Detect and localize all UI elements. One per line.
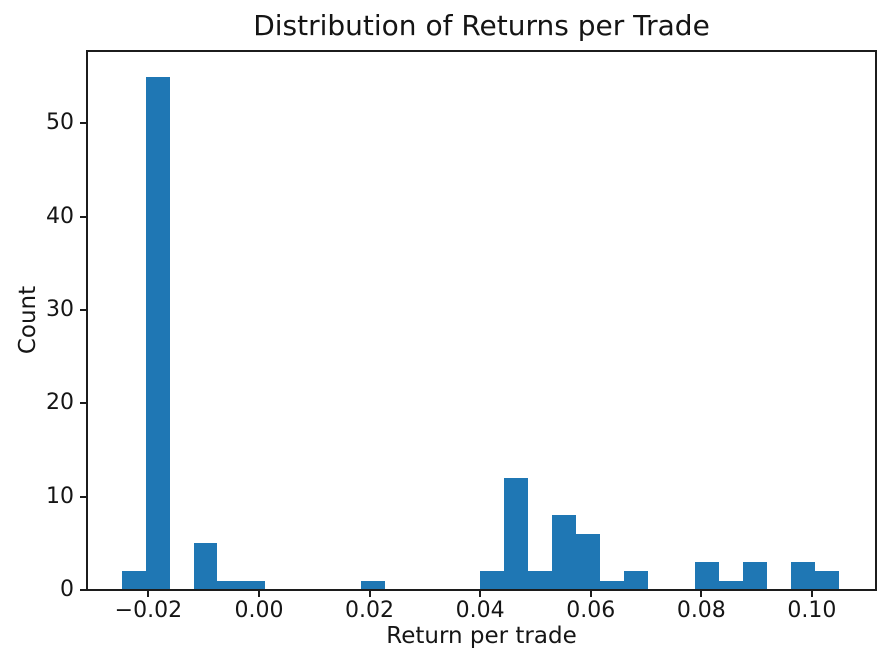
histogram-bar [528,571,552,590]
x-tick-label: 0.06 [566,598,616,623]
y-tick-label: 40 [46,203,74,229]
histogram-bar [695,562,720,590]
x-tick-label: 0.00 [234,598,284,623]
histogram-bar [360,580,385,590]
histogram-bar [504,478,529,590]
histogram-bar [575,534,600,590]
x-tick-mark [147,590,150,597]
histogram-bar [743,562,768,590]
histogram-bar [552,515,576,590]
y-tick-label: 30 [46,297,74,322]
axis-spine-bottom [86,589,877,591]
histogram-bar [814,571,839,590]
histogram-bar [193,543,218,590]
x-tick-label: 0.04 [455,598,505,623]
y-tick-label: 10 [46,483,74,509]
histogram-bar [241,580,266,590]
histogram-bar [623,571,648,590]
y-tick-mark [80,122,87,125]
x-tick-mark [479,590,482,597]
x-tick-mark [257,590,260,597]
axis-spine-left [86,50,88,591]
y-tick-mark [80,589,87,591]
y-tick-mark [80,215,87,218]
histogram-bar [599,580,624,590]
x-tick-label: 0.08 [676,598,726,623]
y-tick-label: 0 [60,577,74,602]
chart-title: Distribution of Returns per Trade [253,9,710,42]
histogram-bar [145,76,170,590]
histogram-bar [121,571,146,590]
histogram-bar [217,580,242,590]
y-tick-label: 20 [46,390,74,416]
histogram-bar [480,571,505,590]
x-tick-mark [810,590,813,597]
y-tick-mark [80,309,87,311]
x-tick-mark [700,590,703,597]
x-tick-label: 0.10 [787,598,837,623]
axis-spine-right [874,50,877,591]
histogram-bar [719,580,744,590]
y-tick-label: 50 [46,110,74,136]
x-tick-mark [368,590,371,597]
x-axis-label: Return per trade [386,623,577,649]
x-tick-label: 0.02 [345,598,395,623]
y-tick-mark [80,402,87,405]
plot-area [87,51,876,590]
x-tick-label: −0.02 [114,598,183,623]
y-tick-mark [80,495,87,498]
x-tick-mark [589,590,592,597]
axis-spine-top [86,50,877,52]
histogram-bar [790,562,815,590]
